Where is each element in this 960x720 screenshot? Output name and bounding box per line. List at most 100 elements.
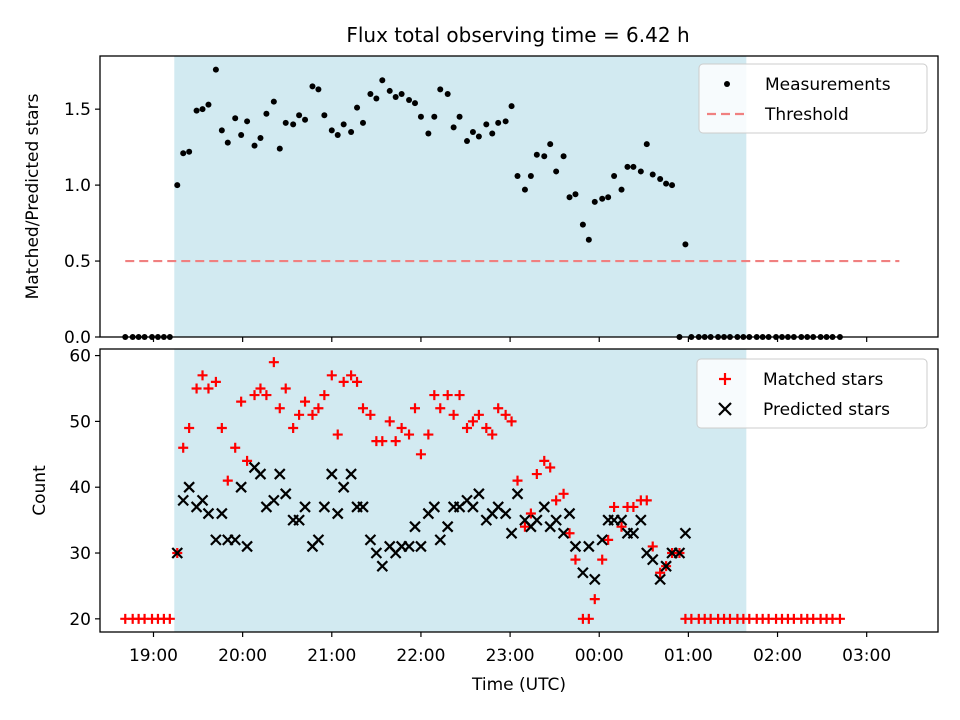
matched-point bbox=[609, 501, 620, 512]
matched-point bbox=[300, 396, 311, 407]
matched-point bbox=[467, 416, 478, 427]
legend: Measurements Threshold bbox=[698, 63, 928, 134]
matched-point bbox=[242, 455, 253, 466]
matched-point bbox=[597, 554, 608, 565]
matched-point bbox=[346, 370, 357, 381]
predicted-point bbox=[345, 468, 357, 480]
predicted-point bbox=[229, 534, 241, 546]
measurement-point bbox=[367, 90, 374, 97]
measurement-point bbox=[495, 119, 502, 126]
measurement-point bbox=[270, 98, 277, 105]
matched-point bbox=[313, 403, 324, 414]
measurement-point bbox=[359, 119, 366, 126]
measurement-point bbox=[502, 118, 509, 125]
matched-point bbox=[230, 442, 241, 453]
predicted-point bbox=[254, 468, 267, 480]
matched-point bbox=[404, 429, 415, 440]
matched-point bbox=[448, 409, 459, 420]
matched-point bbox=[261, 390, 272, 401]
x-tick-label: 19:00 bbox=[129, 646, 178, 666]
predicted-point bbox=[235, 481, 247, 493]
measurement-point bbox=[309, 83, 316, 90]
matched-point bbox=[454, 390, 465, 401]
matched-point bbox=[164, 613, 175, 624]
y-tick-label: 1.0 bbox=[64, 176, 91, 196]
matched-point bbox=[461, 422, 472, 433]
measurement-point bbox=[180, 150, 187, 157]
matched-point bbox=[545, 462, 556, 473]
matched-point bbox=[473, 409, 484, 420]
y-tick-label: 30 bbox=[69, 544, 91, 564]
predicted-point bbox=[357, 501, 369, 513]
predicted-point bbox=[331, 507, 344, 520]
predicted-point bbox=[376, 560, 389, 572]
matched-point bbox=[531, 469, 542, 480]
x-tick-label: 02:00 bbox=[753, 646, 802, 666]
matched-point bbox=[274, 403, 285, 414]
y-tick-label: 0.5 bbox=[64, 252, 91, 272]
matched-point bbox=[222, 475, 233, 486]
series-matched-stars bbox=[120, 357, 845, 624]
top-axes: 0.0 0.5 1.0 1.5 Matched/Predicted stars Measu… bbox=[23, 55, 939, 348]
matched-point bbox=[423, 429, 434, 440]
measurement-point bbox=[379, 77, 386, 84]
measurement-point bbox=[186, 148, 193, 155]
measurement-point bbox=[224, 139, 231, 146]
x-tick-label: 00:00 bbox=[575, 646, 624, 666]
predicted-point bbox=[202, 507, 215, 520]
matched-point bbox=[319, 390, 330, 401]
predicted-point bbox=[196, 494, 209, 507]
measurement-point bbox=[649, 171, 656, 178]
measurement-point bbox=[456, 113, 463, 120]
measurement-point bbox=[618, 186, 625, 193]
measurement-point bbox=[257, 135, 264, 142]
measurement-point bbox=[406, 97, 413, 104]
y-tick-label: 1.5 bbox=[64, 100, 91, 120]
matched-point bbox=[487, 429, 498, 440]
measurement-point bbox=[547, 141, 554, 148]
predicted-point bbox=[370, 547, 383, 559]
matched-point bbox=[377, 436, 388, 447]
measurement-point bbox=[591, 198, 598, 205]
matched-point bbox=[396, 422, 407, 433]
y-tick-label: 40 bbox=[69, 478, 91, 498]
predicted-point bbox=[635, 514, 647, 526]
legend-frame bbox=[698, 63, 928, 134]
predicted-point bbox=[428, 501, 441, 513]
matched-point bbox=[506, 416, 517, 427]
y-tick-label: 60 bbox=[69, 347, 91, 367]
matched-point bbox=[357, 403, 368, 414]
predicted-point bbox=[531, 514, 543, 526]
predicted-point bbox=[563, 507, 576, 520]
measurement-point bbox=[373, 95, 380, 102]
measurement-point bbox=[682, 241, 689, 248]
matched-point bbox=[564, 528, 575, 539]
measurement-point bbox=[444, 90, 451, 97]
predicted-point bbox=[583, 540, 595, 553]
predicted-point bbox=[654, 573, 666, 586]
x-tick-label: 23:00 bbox=[486, 646, 535, 666]
predicted-point bbox=[268, 494, 280, 507]
measurement-point bbox=[276, 145, 283, 152]
matched-point bbox=[307, 409, 318, 420]
measurement-point bbox=[611, 172, 618, 179]
matched-point bbox=[210, 376, 221, 387]
measurement-point bbox=[386, 87, 393, 94]
predicted-point bbox=[473, 488, 485, 500]
axes-frame bbox=[99, 348, 939, 633]
matched-point bbox=[551, 495, 562, 506]
matched-point bbox=[834, 613, 845, 624]
predicted-point bbox=[415, 540, 427, 553]
predicted-point bbox=[557, 527, 570, 540]
chart-title: Flux total observing time = 6.42 h bbox=[346, 23, 689, 47]
predicted-point bbox=[279, 488, 292, 500]
measurement-point bbox=[572, 191, 579, 198]
matched-point bbox=[512, 475, 523, 486]
measurement-point bbox=[174, 182, 181, 189]
matched-point bbox=[442, 390, 453, 401]
matched-point bbox=[628, 501, 639, 512]
matched-point bbox=[178, 442, 189, 453]
predicted-point bbox=[505, 527, 518, 540]
measurement-point bbox=[302, 116, 309, 123]
measurement-point bbox=[296, 112, 303, 119]
